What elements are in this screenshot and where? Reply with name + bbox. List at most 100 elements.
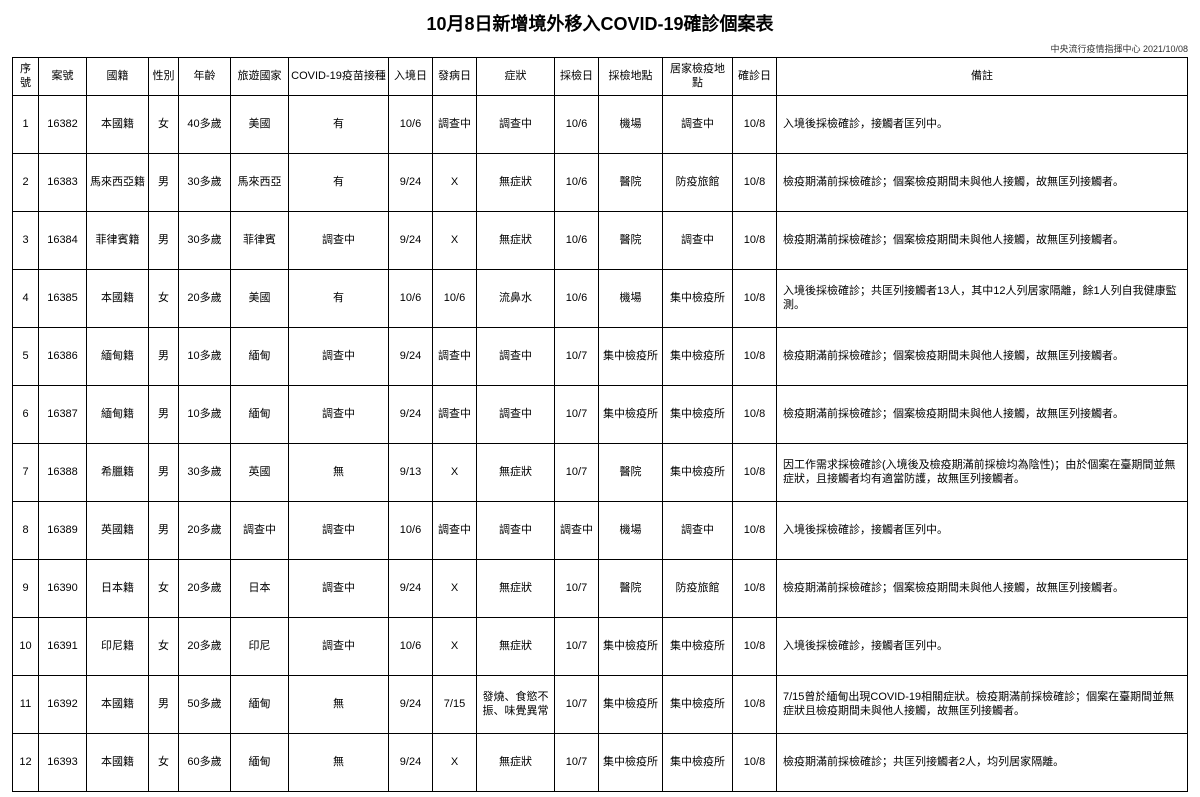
table-cell: 無 — [289, 733, 389, 791]
table-header-cell: 旅遊國家 — [231, 58, 289, 96]
table-cell: 入境後採檢確診，接觸者匡列中。 — [777, 95, 1188, 153]
table-cell: 男 — [149, 675, 179, 733]
table-cell: 調查中 — [663, 95, 733, 153]
table-cell: 醫院 — [599, 211, 663, 269]
table-header-cell: 採檢地點 — [599, 58, 663, 96]
table-header-cell: 案號 — [39, 58, 87, 96]
table-cell: 調查中 — [477, 95, 555, 153]
table-cell: 10/6 — [389, 617, 433, 675]
table-cell: 10/6 — [555, 153, 599, 211]
table-cell: 防疫旅館 — [663, 153, 733, 211]
table-cell: 檢疫期滿前採檢確診；個案檢疫期間未與他人接觸，故無匡列接觸者。 — [777, 327, 1188, 385]
table-cell: 女 — [149, 269, 179, 327]
table-cell: 20多歲 — [179, 501, 231, 559]
table-cell: 流鼻水 — [477, 269, 555, 327]
table-cell: 7/15曾於緬甸出現COVID-19相關症狀。檢疫期滿前採檢確診；個案在臺期間並… — [777, 675, 1188, 733]
table-cell: X — [433, 211, 477, 269]
table-cell: 緬甸籍 — [87, 385, 149, 443]
case-table: 序號案號國籍性別年齡旅遊國家COVID-19疫苗接種入境日發病日症狀採檢日採檢地… — [12, 57, 1188, 792]
table-cell: 20多歲 — [179, 559, 231, 617]
table-cell: 30多歲 — [179, 443, 231, 501]
table-cell: 醫院 — [599, 153, 663, 211]
table-cell: 集中檢疫所 — [663, 443, 733, 501]
table-cell: 集中檢疫所 — [599, 327, 663, 385]
table-cell: 印尼籍 — [87, 617, 149, 675]
table-cell: 美國 — [231, 95, 289, 153]
table-cell: 調查中 — [289, 385, 389, 443]
table-header-cell: 序號 — [13, 58, 39, 96]
table-cell: 調查中 — [289, 501, 389, 559]
table-cell: 調查中 — [433, 327, 477, 385]
table-cell: 馬來西亞籍 — [87, 153, 149, 211]
table-cell: 2 — [13, 153, 39, 211]
table-cell: 入境後採檢確診，接觸者匡列中。 — [777, 501, 1188, 559]
table-cell: 本國籍 — [87, 95, 149, 153]
table-cell: 集中檢疫所 — [599, 617, 663, 675]
table-cell: 無 — [289, 675, 389, 733]
table-cell: 集中檢疫所 — [663, 733, 733, 791]
table-cell: 10/7 — [555, 617, 599, 675]
table-row: 616387緬甸籍男10多歲緬甸調查中9/24調查中調查中10/7集中檢疫所集中… — [13, 385, 1188, 443]
table-cell: 10/8 — [733, 327, 777, 385]
table-cell: 集中檢疫所 — [663, 269, 733, 327]
table-cell: 16389 — [39, 501, 87, 559]
table-cell: 緬甸籍 — [87, 327, 149, 385]
table-cell: 無症狀 — [477, 617, 555, 675]
table-header-cell: COVID-19疫苗接種 — [289, 58, 389, 96]
table-cell: 緬甸 — [231, 675, 289, 733]
table-cell: 10多歲 — [179, 385, 231, 443]
table-cell: 緬甸 — [231, 327, 289, 385]
table-cell: 調查中 — [555, 501, 599, 559]
table-cell: 無症狀 — [477, 211, 555, 269]
table-cell: 調查中 — [231, 501, 289, 559]
table-cell: 30多歲 — [179, 211, 231, 269]
table-header-cell: 入境日 — [389, 58, 433, 96]
table-cell: 16386 — [39, 327, 87, 385]
table-cell: 日本籍 — [87, 559, 149, 617]
table-cell: 男 — [149, 327, 179, 385]
table-cell: 10/7 — [555, 675, 599, 733]
table-cell: X — [433, 443, 477, 501]
table-cell: 檢疫期滿前採檢確診；個案檢疫期間未與他人接觸，故無匡列接觸者。 — [777, 153, 1188, 211]
table-cell: 10/8 — [733, 153, 777, 211]
table-cell: 菲律賓 — [231, 211, 289, 269]
table-cell: 調查中 — [663, 501, 733, 559]
table-cell: 16390 — [39, 559, 87, 617]
table-row: 416385本國籍女20多歲美國有10/610/6流鼻水10/6機場集中檢疫所1… — [13, 269, 1188, 327]
table-cell: 30多歲 — [179, 153, 231, 211]
table-cell: 16382 — [39, 95, 87, 153]
table-cell: 10/7 — [555, 559, 599, 617]
table-cell: 緬甸 — [231, 733, 289, 791]
table-cell: 菲律賓籍 — [87, 211, 149, 269]
table-cell: 醫院 — [599, 559, 663, 617]
table-cell: 10/8 — [733, 95, 777, 153]
table-cell: 入境後採檢確診，接觸者匡列中。 — [777, 617, 1188, 675]
table-row: 1016391印尼籍女20多歲印尼調查中10/6X無症狀10/7集中檢疫所集中檢… — [13, 617, 1188, 675]
table-header-cell: 發病日 — [433, 58, 477, 96]
table-cell: 入境後採檢確診；共匡列接觸者13人，其中12人列居家隔離，餘1人列自我健康監測。 — [777, 269, 1188, 327]
table-cell: 調查中 — [477, 327, 555, 385]
table-cell: 無症狀 — [477, 153, 555, 211]
table-cell: 馬來西亞 — [231, 153, 289, 211]
table-cell: 機場 — [599, 269, 663, 327]
table-cell: 10/7 — [555, 443, 599, 501]
table-cell: 本國籍 — [87, 733, 149, 791]
table-cell: 檢疫期滿前採檢確診；個案檢疫期間未與他人接觸，故無匡列接觸者。 — [777, 385, 1188, 443]
table-cell: 女 — [149, 95, 179, 153]
table-cell: 希臘籍 — [87, 443, 149, 501]
table-cell: 9/24 — [389, 733, 433, 791]
table-header-cell: 國籍 — [87, 58, 149, 96]
table-cell: 10/6 — [555, 269, 599, 327]
table-cell: 20多歲 — [179, 269, 231, 327]
table-cell: 調查中 — [433, 385, 477, 443]
table-cell: 調查中 — [663, 211, 733, 269]
table-cell: 7 — [13, 443, 39, 501]
table-cell: 16393 — [39, 733, 87, 791]
table-cell: 6 — [13, 385, 39, 443]
table-cell: X — [433, 153, 477, 211]
table-cell: 集中檢疫所 — [663, 385, 733, 443]
table-row: 1216393本國籍女60多歲緬甸無9/24X無症狀10/7集中檢疫所集中檢疫所… — [13, 733, 1188, 791]
table-cell: 檢疫期滿前採檢確診；個案檢疫期間未與他人接觸，故無匡列接觸者。 — [777, 211, 1188, 269]
table-cell: 男 — [149, 211, 179, 269]
table-cell: 男 — [149, 501, 179, 559]
